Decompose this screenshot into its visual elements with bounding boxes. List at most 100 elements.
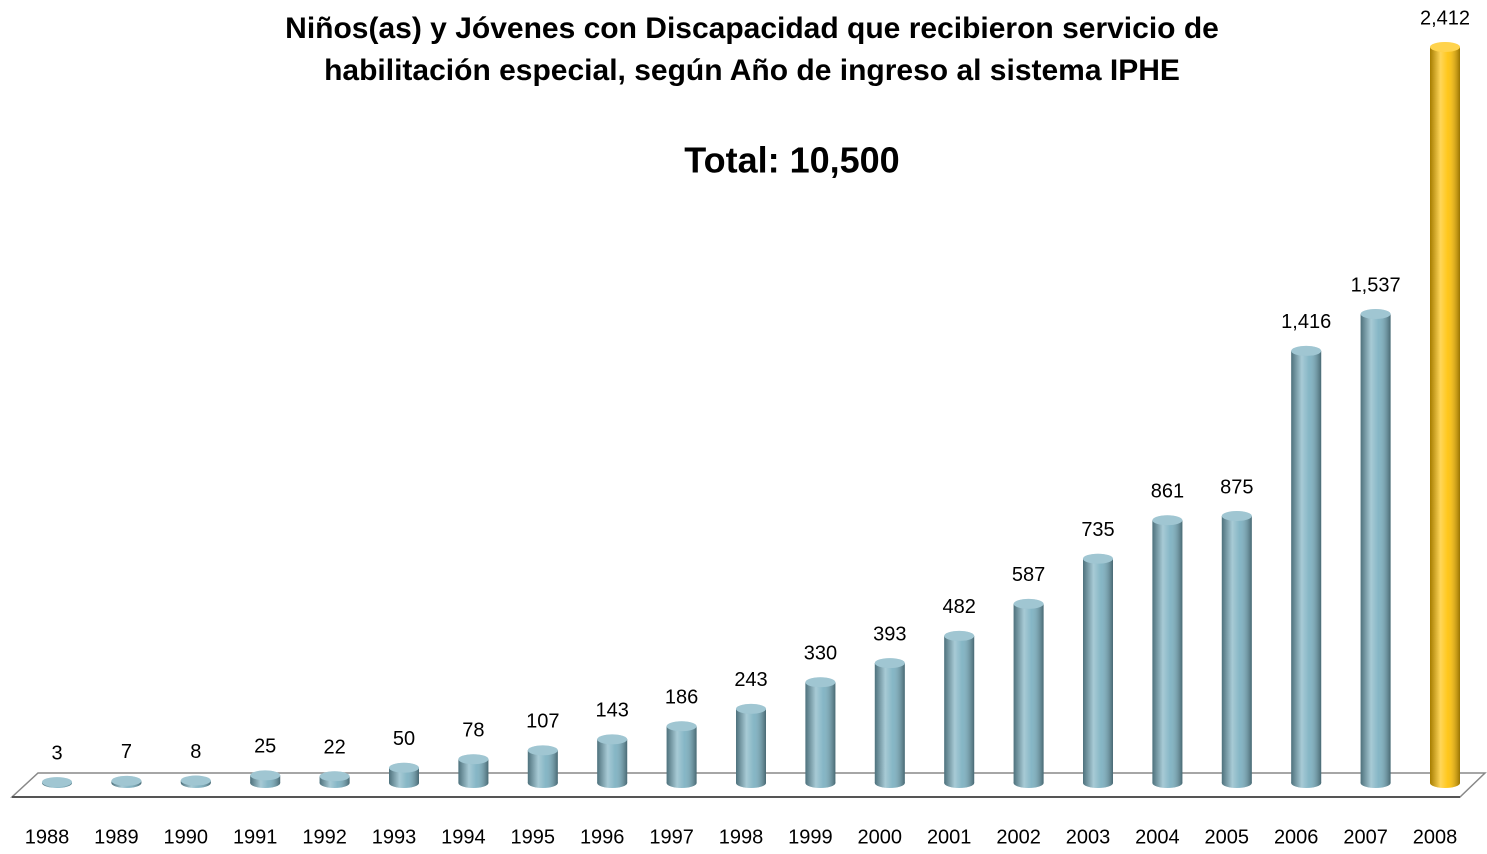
value-label: 3 [51,742,62,764]
bar-body-shade [527,750,558,783]
bar-top-shine [111,775,142,786]
x-tick-label: 2001 [927,826,972,848]
value-label: 8 [190,741,201,763]
bar-top-shine [805,677,836,688]
x-tick-label: 2000 [858,826,903,848]
bar-top-shine [1013,598,1044,609]
value-label: 107 [526,711,559,733]
chart-title: Niños(as) y Jóvenes con Discapacidad que… [285,12,1219,45]
x-tick-label: 1994 [441,826,486,848]
x-tick-label: 2008 [1413,826,1458,848]
bar-top-shine [736,703,766,714]
value-label: 186 [665,687,698,709]
bar [527,745,558,788]
bar [458,754,489,788]
bar-top [1013,598,1044,609]
x-tick-label: 1992 [302,826,347,848]
x-tick-label: 1996 [580,826,625,848]
bar-body-shade [1360,313,1391,783]
x-tick-label: 1990 [164,826,209,848]
bar-top-shine [1360,308,1391,319]
value-label: 1,537 [1351,274,1401,296]
value-label: 482 [943,596,976,618]
bar-top [736,703,766,714]
bar-top-shine [180,775,211,786]
value-label: 22 [323,737,345,759]
x-tick-label: 2002 [996,826,1041,848]
bar-top-shine [1083,553,1113,564]
bar-top-shine [389,762,419,773]
x-tick-label: 2003 [1066,826,1111,848]
bar [1083,553,1113,788]
bar [1291,345,1322,788]
bar [597,734,628,788]
bar-body-shade [458,759,489,783]
value-label: 330 [804,643,837,665]
bar-body-shade [1291,350,1322,783]
bar [1221,511,1252,788]
bar [666,721,697,788]
x-tick-label: 2004 [1135,826,1180,848]
bar-top-shine [944,630,975,641]
bar-top [944,630,975,641]
bar-top [1360,308,1391,319]
bar-top [874,658,905,669]
bar [319,771,350,788]
bar-top-shine [1430,42,1460,52]
x-tick-label: 1999 [788,826,833,848]
bar-top [180,775,211,786]
bar [1152,515,1183,788]
bar-top [319,771,350,782]
bar-top-shine [42,777,72,788]
bar-top-shine [1221,511,1252,522]
bar-body-shade [1013,603,1044,783]
bar [250,770,281,788]
bar [944,630,975,788]
bar-top-shine [319,771,350,782]
bar [111,775,142,788]
bar-top [1291,345,1322,356]
bar-top-shine [250,770,281,781]
bar-body-shade [1152,520,1183,783]
value-label: 2,412 [1420,7,1470,29]
bar-body-shade [597,739,628,783]
value-label: 78 [462,719,484,741]
bar-top [389,762,419,773]
bar [1013,598,1044,788]
value-label: 1,416 [1281,311,1331,333]
bar-top-shine [666,721,697,732]
value-label: 7 [121,741,132,763]
bar-top [597,734,628,745]
bar-top-shine [1152,515,1183,526]
bar [874,658,905,788]
value-label: 25 [254,736,276,758]
value-label: 393 [873,623,906,645]
value-label: 587 [1012,564,1045,586]
bar-top-shine [527,745,558,756]
bar [1430,42,1460,788]
x-tick-label: 1989 [94,826,139,848]
x-tick-label: 1991 [233,826,278,848]
x-tick-label: 2007 [1343,826,1388,848]
value-label: 243 [734,669,767,691]
x-tick-label: 1993 [372,826,417,848]
bar [805,677,836,788]
bar-body-shade [736,708,766,783]
value-label: 143 [596,700,629,722]
x-tick-label: 2006 [1274,826,1319,848]
bar-top [1152,515,1183,526]
bar-top [1083,553,1113,564]
bar-top [111,775,142,786]
bar-body-shade [944,635,975,783]
bar-top [1221,511,1252,522]
x-tick-label: 2005 [1205,826,1250,848]
bar-top-shine [874,658,905,669]
bar-body-shade [1221,516,1252,783]
bar [42,777,72,788]
chart-title: habilitación especial, según Año de ingr… [324,54,1180,87]
x-tick-label: 1997 [649,826,694,848]
bar-body-shade [805,682,836,783]
bar [1360,308,1391,788]
